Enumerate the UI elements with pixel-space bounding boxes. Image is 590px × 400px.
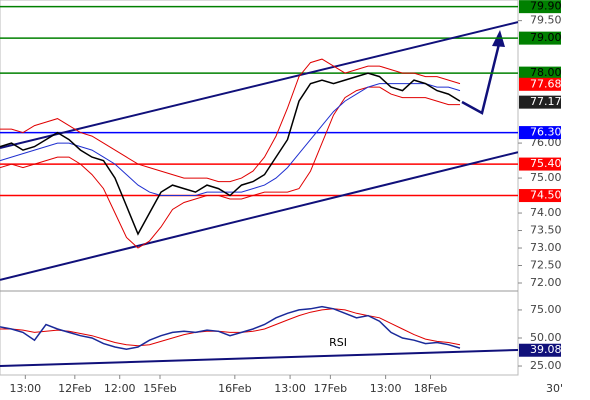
- value-box-label: 39.08: [530, 343, 562, 356]
- value-box-label: 79.00: [530, 31, 562, 44]
- x-tick-label: 17Feb: [314, 382, 347, 395]
- y-tick-label: 25.00: [530, 359, 562, 372]
- x-tick-label: 18Feb: [414, 382, 447, 395]
- y-tick-label: 75.00: [530, 303, 562, 316]
- value-box: [519, 0, 561, 14]
- series-line: [0, 72, 461, 236]
- timeframe: 30': [546, 382, 563, 395]
- value-box: [519, 77, 561, 91]
- value-box: [519, 189, 561, 203]
- y-tick-label: 76.00: [530, 136, 562, 149]
- y-tick-label: 72.00: [530, 276, 562, 289]
- y-tick-label: 79.50: [530, 14, 562, 27]
- value-box: [519, 343, 561, 357]
- plot-frame: [0, 0, 519, 376]
- series-line: [0, 308, 461, 347]
- series-line: [0, 58, 461, 183]
- y-tick-label: 72.50: [530, 259, 562, 272]
- x-tick-label: 12:00: [104, 382, 136, 395]
- y-tick-label: 73.00: [530, 241, 562, 254]
- trend-line: [0, 348, 518, 368]
- x-tick-label: 15Feb: [143, 382, 176, 395]
- x-tick-label: 13:00: [370, 382, 402, 395]
- x-tick-label: 16Feb: [218, 382, 251, 395]
- trend-line: [0, 151, 518, 281]
- value-box-label: 77.17: [530, 95, 562, 108]
- value-box-label: 76.30: [530, 126, 562, 139]
- y-tick-label: 50.00: [530, 331, 562, 344]
- trend-line: [0, 21, 518, 149]
- value-box-label: 77.68: [530, 77, 562, 90]
- value-box: [519, 31, 561, 45]
- value-box: [519, 126, 561, 140]
- series-line: [0, 83, 461, 196]
- value-box-label: 79.90: [530, 0, 562, 13]
- value-box-label: 75.40: [530, 157, 562, 170]
- value-box: [519, 95, 561, 109]
- x-tick-label: 13:00: [9, 382, 41, 395]
- x-tick-label: 13:00: [274, 382, 306, 395]
- value-box: [519, 157, 561, 171]
- value-box-label: 74.50: [530, 189, 562, 202]
- series-line: [0, 86, 460, 249]
- value-box: [519, 66, 561, 80]
- panel-label: RSI: [329, 336, 347, 349]
- series-line: [0, 305, 461, 350]
- forecast-arrow: [461, 43, 501, 115]
- value-box-label: 78.00: [530, 66, 562, 79]
- x-tick-label: 12Feb: [58, 382, 91, 395]
- y-tick-label: 73.50: [530, 224, 562, 237]
- y-tick-label: 75.00: [530, 171, 562, 184]
- y-tick-label: 74.00: [530, 206, 562, 219]
